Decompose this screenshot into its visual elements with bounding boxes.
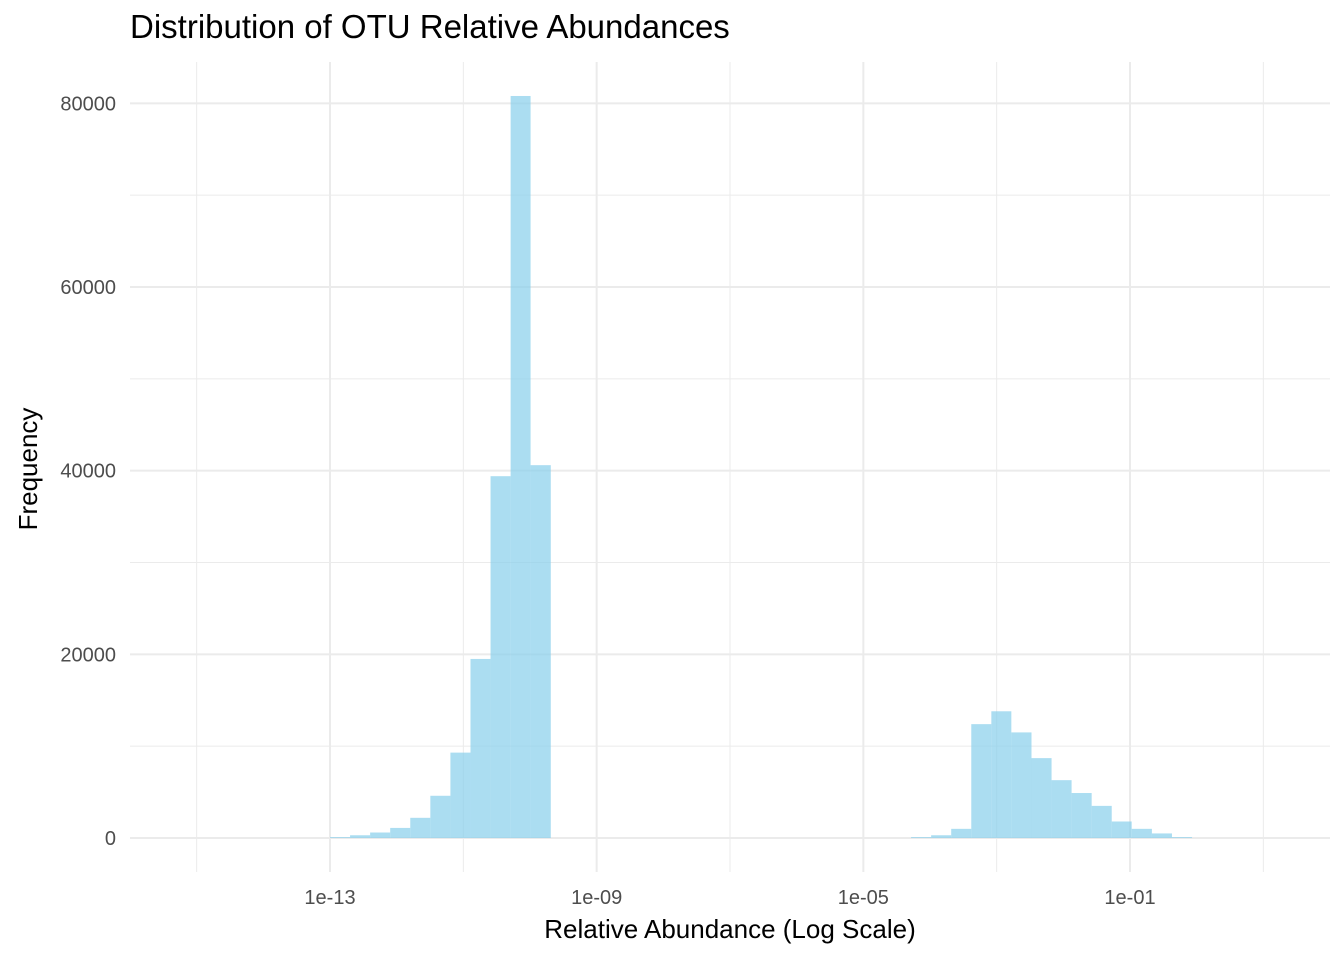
y-tick-label: 20000 [60,644,116,666]
histogram-bar [410,817,431,839]
histogram-bar [951,828,972,839]
histogram-bar [991,711,1012,839]
y-tick-label: 60000 [60,277,116,299]
x-axis-title: Relative Abundance (Log Scale) [544,914,915,944]
histogram-bar [430,795,451,839]
histogram-bar [450,752,471,839]
histogram-bar [490,476,511,839]
histogram-bar [370,832,391,839]
x-tick-label: 1e-01 [1104,887,1155,909]
y-tick-label: 40000 [60,461,116,483]
histogram-bar [510,95,531,839]
x-tick-label: 1e-13 [304,887,355,909]
histogram-bar [330,837,351,839]
histogram-bar [1131,828,1152,839]
histogram-bar [911,837,932,839]
histogram-bar [530,465,551,839]
histogram-bar [1031,758,1052,839]
histogram-bar [971,724,992,839]
histogram-bar [1051,780,1072,839]
histogram-bar [1071,793,1092,839]
chart-title: Distribution of OTU Relative Abundances [130,8,730,45]
x-axis-ticks: 1e-13 1e-09 1e-05 1e-01 [304,887,1155,909]
histogram-bar [470,658,491,839]
histogram-bar [1111,821,1132,839]
y-tick-label: 80000 [60,93,116,115]
histogram-bar [350,835,371,839]
histogram-bars [330,95,1193,839]
grid-lines [130,62,1330,872]
histogram-bar [931,835,952,839]
histogram-bar [390,827,411,839]
x-tick-label: 1e-09 [571,887,622,909]
y-axis-ticks: 0 20000 40000 60000 80000 [60,93,116,850]
x-tick-label: 1e-05 [838,887,889,909]
histogram-bar [1171,837,1193,839]
y-tick-label: 0 [105,828,116,850]
histogram-bar [1011,732,1032,839]
histogram-bar [1091,805,1112,839]
histogram-bar [1151,833,1172,839]
y-axis-title: Frequency [13,408,43,531]
